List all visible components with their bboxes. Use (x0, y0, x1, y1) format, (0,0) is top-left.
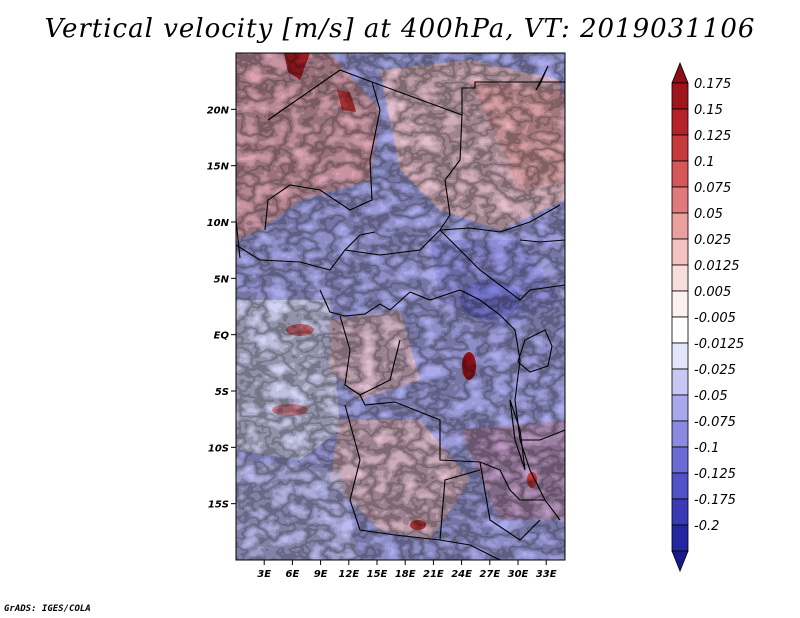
x-tick-label: 3E (257, 569, 271, 580)
colorbar-swatch (671, 238, 689, 266)
colorbar-swatch (671, 108, 689, 136)
colorbar-swatch (671, 212, 689, 240)
colorbar-swatch (671, 446, 689, 474)
colorbar-label: 0.075 (694, 181, 731, 196)
colorbar-swatch (671, 472, 689, 500)
colorbar-label: -0.1 (694, 441, 719, 456)
colorbar-label: 0.175 (694, 77, 731, 92)
x-tick-label: 30E (508, 569, 529, 580)
credit-label: GrADS: IGES/COLA (4, 604, 91, 614)
colorbar-label: -0.075 (694, 415, 736, 430)
y-tick-label: EQ (214, 331, 230, 342)
colorbar-label: 0.0125 (694, 259, 740, 274)
y-tick-label: 15N (207, 162, 230, 173)
colorbar-label: -0.125 (694, 467, 736, 482)
colorbar-label: 0.025 (694, 233, 731, 248)
x-tick-label: 33E (536, 569, 557, 580)
x-tick-label: 6E (286, 569, 300, 580)
colorbar-label: 0.1 (694, 155, 715, 170)
colorbar-label: 0.005 (694, 285, 731, 300)
x-tick-label: 27E (479, 569, 500, 580)
x-tick-label: 21E (423, 569, 444, 580)
colorbar-label: -0.0125 (694, 337, 744, 352)
y-axis: 20N 15N 10N 5N EQ 5S 10S 15S (207, 105, 236, 511)
colorbar-swatch (671, 342, 689, 370)
colorbar-label: -0.005 (694, 311, 736, 326)
colorbar-swatch (671, 82, 689, 110)
colorbar-label: 0.05 (694, 207, 723, 222)
x-tick-label: 15E (367, 569, 388, 580)
colorbar-bottom-arrow (671, 550, 689, 573)
colorbar-swatch (671, 316, 689, 344)
map-title: Vertical velocity [m/s] at 400hPa, VT: 2… (44, 14, 756, 44)
colorbar-swatch (671, 264, 689, 292)
x-tick-label: 24E (451, 569, 472, 580)
velocity-field (236, 53, 565, 560)
colorbar-swatch (671, 394, 689, 422)
colorbar-swatch (671, 290, 689, 318)
y-tick-label: 15S (208, 500, 229, 511)
colorbar-swatch (671, 420, 689, 448)
colorbar-swatch (671, 524, 689, 552)
colorbar-label: -0.025 (694, 363, 736, 378)
x-axis: 3E 6E 9E 12E 15E 18E 21E 24E 27E 30E 33E (257, 560, 557, 580)
x-tick-label: 18E (395, 569, 416, 580)
colorbar-swatch (671, 186, 689, 214)
colorbar-swatch (671, 134, 689, 162)
colorbar-swatch (671, 498, 689, 526)
plot-frame (235, 52, 566, 561)
y-tick-label: 20N (207, 105, 230, 116)
colorbar-swatch (671, 160, 689, 188)
colorbar-label: -0.175 (694, 493, 736, 508)
colorbar: 0.175 0.15 0.125 0.1 0.075 0.05 0.025 0.0125 0.0… (671, 61, 744, 573)
x-tick-label: 9E (314, 569, 328, 580)
colorbar-top-arrow (671, 61, 689, 84)
colorbar-label: -0.2 (694, 519, 719, 534)
country-borders (236, 65, 565, 560)
y-tick-label: 5N (214, 274, 230, 285)
colorbar-label: 0.125 (694, 129, 731, 144)
colorbar-label: -0.05 (694, 389, 728, 404)
y-tick-label: 10N (207, 218, 230, 229)
colorbar-swatch (671, 368, 689, 396)
y-tick-label: 10S (208, 443, 229, 454)
x-tick-label: 12E (338, 569, 359, 580)
y-tick-label: 5S (215, 387, 229, 398)
colorbar-label: 0.15 (694, 103, 723, 118)
